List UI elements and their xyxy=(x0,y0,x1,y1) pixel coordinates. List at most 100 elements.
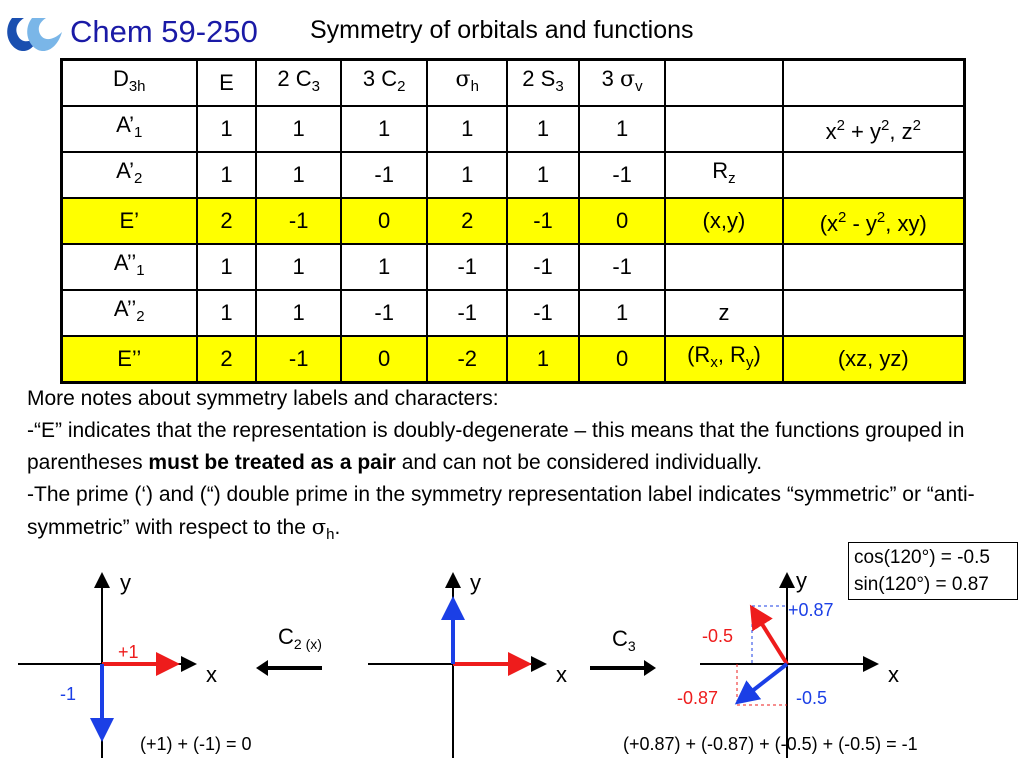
character-value: 1 xyxy=(195,289,258,337)
character-value: -1 xyxy=(577,243,667,291)
irrep-label: A’’1 xyxy=(60,243,198,291)
linear-functions xyxy=(664,105,784,153)
x-axis-label: x xyxy=(888,662,899,687)
notes-heading: More notes about symmetry labels and cha… xyxy=(27,387,499,410)
header-operation: σh xyxy=(426,58,509,107)
quadratic-functions xyxy=(781,151,966,199)
character-value: 0 xyxy=(577,197,667,245)
character-value: 1 xyxy=(255,105,342,153)
linear-functions xyxy=(664,243,784,291)
character-value: 1 xyxy=(255,289,342,337)
quadratic-functions: (x2 - y2, xy) xyxy=(781,197,966,245)
note-emphasis: must be treated as a pair xyxy=(148,451,396,474)
character-value: 1 xyxy=(195,243,258,291)
character-value: -1 xyxy=(255,197,342,245)
diagram-after-c2: x y xyxy=(368,570,567,758)
character-value: 1 xyxy=(255,151,342,199)
svg-text:C2 (x): C2 (x) xyxy=(278,624,322,652)
label-plus-087: +0.87 xyxy=(788,600,834,620)
quadratic-functions: x2 + y2, z2 xyxy=(781,105,966,153)
table-header-row: D3h E 2 C3 3 C2 σh 2 S3 3 σv xyxy=(60,58,966,107)
course-title: Chem 59-250 xyxy=(70,14,258,49)
character-value: 1 xyxy=(506,151,580,199)
header-operation: 2 C3 xyxy=(255,58,342,107)
note-degenerate: -“E” indicates that the representation i… xyxy=(27,419,965,474)
sum-c2: (+1) + (-1) = 0 xyxy=(140,734,252,754)
blue-vector xyxy=(734,662,789,705)
x-axis-label: x xyxy=(206,662,217,687)
character-value: 0 xyxy=(339,335,429,384)
header-operation: 3 C2 xyxy=(339,58,429,107)
character-value: -1 xyxy=(506,197,580,245)
irrep-label: A’’2 xyxy=(60,289,198,337)
character-value: -1 xyxy=(506,289,580,337)
quadratic-functions: (xz, yz) xyxy=(781,335,966,384)
y-axis-label: y xyxy=(120,570,131,595)
character-value: 1 xyxy=(339,243,429,291)
table-row: E’ 2 -1 0 2 -1 0 (x,y) (x2 - y2, xy) xyxy=(60,197,966,245)
character-value: -1 xyxy=(426,243,509,291)
character-value: 1 xyxy=(426,105,509,153)
linear-functions: Rz xyxy=(664,151,784,199)
character-value: 0 xyxy=(339,197,429,245)
character-value: -1 xyxy=(339,151,429,199)
character-value: -1 xyxy=(255,335,342,384)
character-value: 2 xyxy=(426,197,509,245)
character-value: 2 xyxy=(195,197,258,245)
notes: More notes about symmetry labels and cha… xyxy=(27,383,997,551)
irrep-label: A’1 xyxy=(60,105,198,153)
y-axis-label: y xyxy=(470,570,481,595)
character-value: -1 xyxy=(339,289,429,337)
sum-c3: (+0.87) + (-0.87) + (-0.5) + (-0.5) = -1 xyxy=(623,734,918,754)
operation-c2: C2 (x) xyxy=(256,624,322,676)
header-quadratic xyxy=(781,58,966,107)
label-minus-087: -0.87 xyxy=(677,688,718,708)
red-vector xyxy=(749,604,789,666)
minus-one-label: -1 xyxy=(60,684,76,704)
symmetry-diagrams: x y +1 -1 (+1) + (-1) = 0 C2 (x) x y C3 … xyxy=(18,568,918,758)
plus-one-label: +1 xyxy=(118,642,139,662)
header-linear xyxy=(664,58,784,107)
label-minus-05-blue: -0.5 xyxy=(796,688,827,708)
y-axis-label: y xyxy=(796,568,807,593)
table-row: A’’1 1 1 1 -1 -1 -1 xyxy=(60,243,966,291)
diagram-original: x y +1 -1 (+1) + (-1) = 0 xyxy=(18,570,252,758)
header-operation: 3 σv xyxy=(577,58,667,107)
character-value: 0 xyxy=(577,335,667,384)
x-axis-label: x xyxy=(556,662,567,687)
table-row: A’1 1 1 1 1 1 1 x2 + y2, z2 xyxy=(60,105,966,153)
header-point-group: D3h xyxy=(60,58,198,107)
table-row: E’’ 2 -1 0 -2 1 0 (Rx, Ry) (xz, yz) xyxy=(60,335,966,384)
irrep-label: A’2 xyxy=(60,151,198,199)
cos-value: cos(120°) = -0.5 xyxy=(854,547,990,568)
diagram-after-c3: x y +0.87 -0.5 -0.87 -0.5 (+0.87) + (-0.… xyxy=(623,568,918,758)
logo-icon xyxy=(7,18,62,52)
operation-c3: C3 xyxy=(590,626,656,676)
table-row: A’2 1 1 -1 1 1 -1 Rz xyxy=(60,151,966,199)
linear-functions: (x,y) xyxy=(664,197,784,245)
character-value: -1 xyxy=(426,289,509,337)
quadratic-functions xyxy=(781,243,966,291)
sin-value: sin(120°) = 0.87 xyxy=(854,574,989,595)
character-value: 1 xyxy=(506,335,580,384)
character-value: -1 xyxy=(577,151,667,199)
character-value: 1 xyxy=(506,105,580,153)
character-value: 1 xyxy=(195,105,258,153)
character-value: 1 xyxy=(339,105,429,153)
label-minus-05-red: -0.5 xyxy=(702,626,733,646)
character-value: -2 xyxy=(426,335,509,384)
linear-functions: (Rx, Ry) xyxy=(664,335,784,384)
linear-functions: z xyxy=(664,289,784,337)
character-value: -1 xyxy=(506,243,580,291)
character-value: 1 xyxy=(426,151,509,199)
note-prime: -The prime (‘) and (“) double prime in t… xyxy=(27,483,975,543)
slide-title: Symmetry of orbitals and functions xyxy=(310,16,694,44)
character-value: 1 xyxy=(577,289,667,337)
irrep-label: E’ xyxy=(60,197,198,245)
character-value: 1 xyxy=(195,151,258,199)
table-row: A’’2 1 1 -1 -1 -1 1 z xyxy=(60,289,966,337)
character-value: 1 xyxy=(577,105,667,153)
quadratic-functions xyxy=(781,289,966,337)
svg-text:C3: C3 xyxy=(612,626,636,654)
trig-box: cos(120°) = -0.5 sin(120°) = 0.87 xyxy=(848,542,1018,600)
